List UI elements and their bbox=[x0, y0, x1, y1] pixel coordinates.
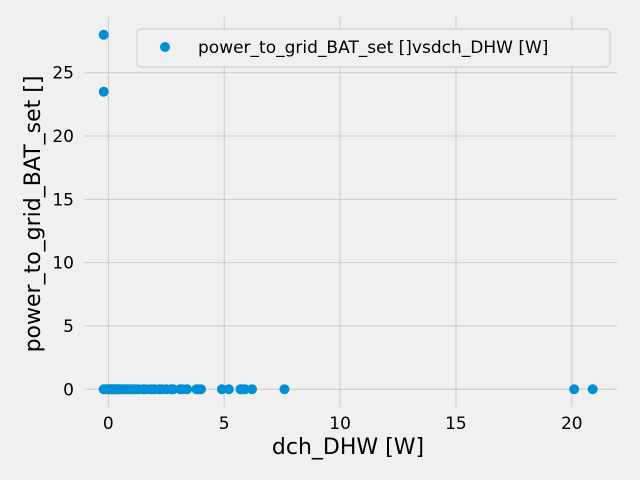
y-axis-label: power_to_grid_BAT_set [] bbox=[21, 76, 46, 353]
legend-box bbox=[136, 28, 611, 68]
data-point bbox=[247, 384, 258, 395]
x-tick-label: 0 bbox=[103, 414, 114, 434]
data-point bbox=[216, 384, 227, 395]
x-tick-label: 10 bbox=[329, 414, 351, 434]
x-axis-label: dch_DHW [W] bbox=[272, 435, 424, 460]
data-point bbox=[240, 384, 251, 395]
y-tick-label: 5 bbox=[63, 317, 74, 337]
x-tick-label: 15 bbox=[445, 414, 467, 434]
x-tick-label: 5 bbox=[219, 414, 230, 434]
data-point bbox=[223, 384, 234, 395]
y-tick-label: 10 bbox=[52, 254, 74, 274]
legend-label: power_to_grid_BAT_set []vsdch_DHW [W] bbox=[198, 38, 548, 58]
y-tick-label: 15 bbox=[52, 190, 74, 210]
x-tick-label: 20 bbox=[561, 414, 583, 434]
y-tick-label: 25 bbox=[52, 64, 74, 84]
y-tick-label: 0 bbox=[63, 380, 74, 400]
data-point bbox=[168, 384, 179, 395]
data-point bbox=[196, 384, 207, 395]
tick-labels: 0 5 10 15 20 0 5 10 15 20 25 bbox=[52, 64, 582, 434]
data-point bbox=[98, 86, 109, 97]
data-point bbox=[569, 384, 580, 395]
data-point bbox=[182, 384, 193, 395]
data-point bbox=[98, 29, 109, 40]
legend-marker bbox=[160, 42, 170, 52]
legend: power_to_grid_BAT_set []vsdch_DHW [W] bbox=[136, 28, 611, 68]
y-tick-label: 20 bbox=[52, 127, 74, 147]
data-points bbox=[98, 29, 598, 395]
data-point bbox=[587, 384, 598, 395]
data-point bbox=[279, 384, 290, 395]
